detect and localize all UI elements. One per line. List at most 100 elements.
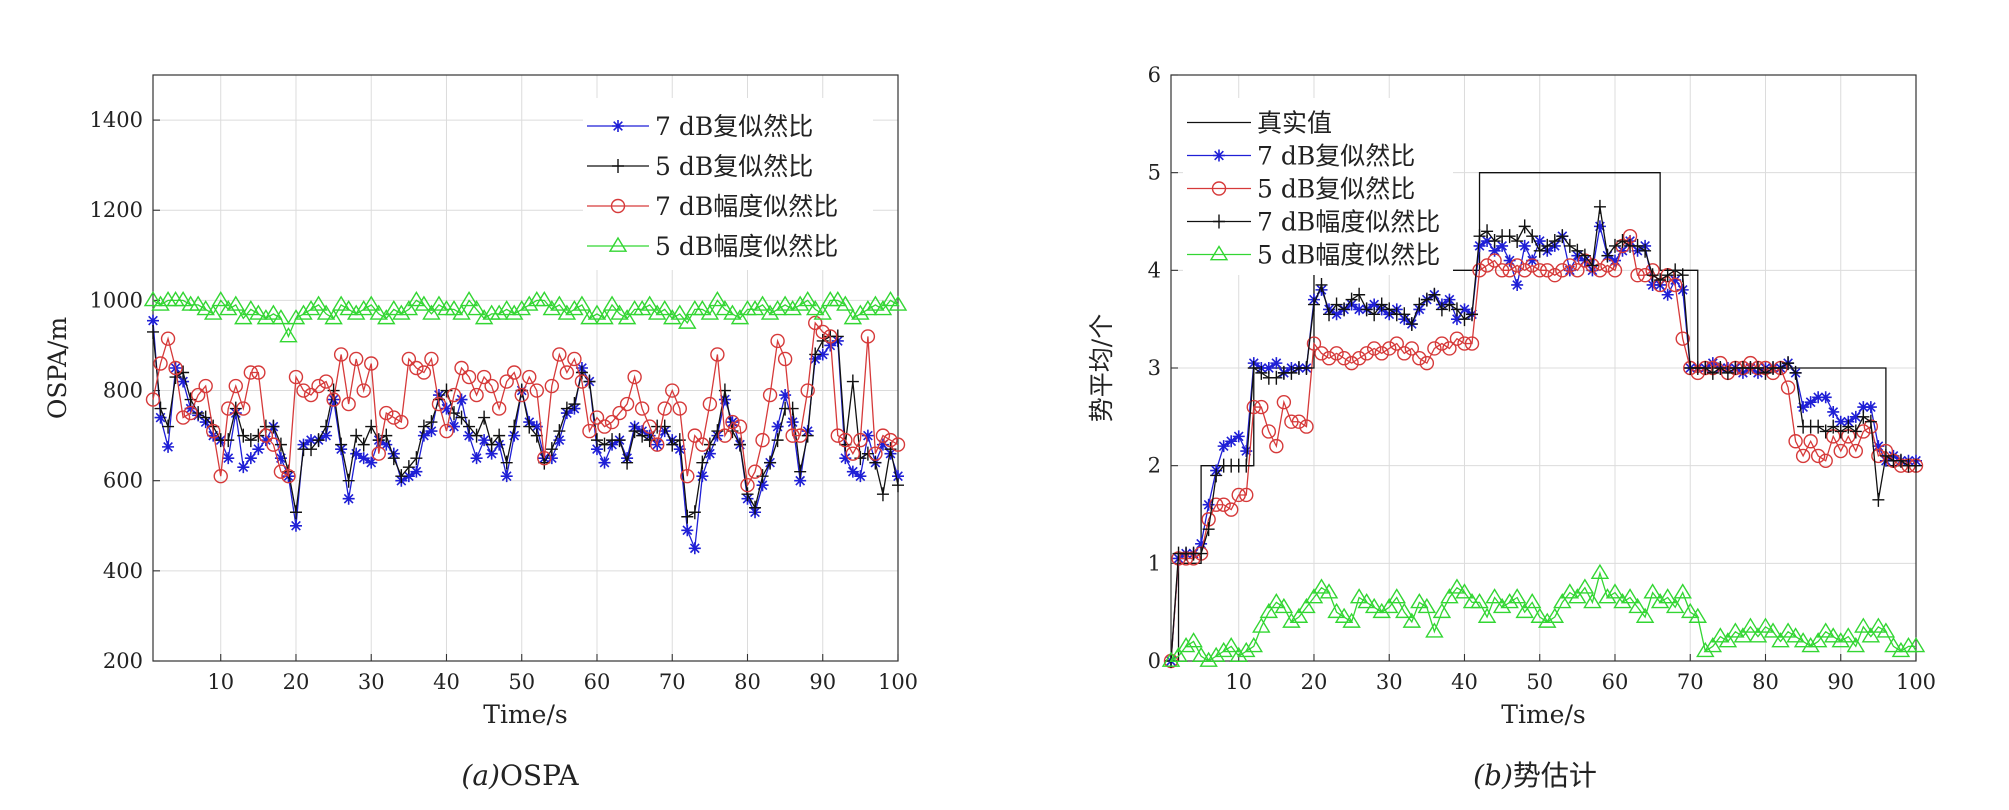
data-point: [884, 442, 897, 457]
data-point: [1518, 219, 1531, 234]
data-point: [1658, 588, 1677, 604]
data-point: [346, 304, 366, 320]
data-point: [1555, 263, 1570, 278]
data-point: [1884, 636, 1903, 653]
y-tick-label: 2: [1148, 454, 1161, 478]
data-point: [1548, 234, 1561, 249]
data-point: [1797, 401, 1810, 414]
data-point: [1240, 458, 1253, 473]
data-point: [1706, 357, 1719, 370]
data-point: [688, 505, 701, 520]
x-tick-label: 50: [1526, 670, 1553, 694]
series-3: [143, 291, 908, 343]
data-point: [177, 365, 190, 380]
data-point: [361, 295, 381, 311]
data-point: [1803, 434, 1818, 449]
data-point: [168, 360, 183, 376]
data-point: [1217, 440, 1230, 453]
data-point: [1526, 229, 1539, 244]
data-point: [771, 433, 784, 448]
data-point: [805, 300, 825, 316]
data-point: [251, 365, 266, 380]
data-point: [800, 383, 815, 398]
data-point: [662, 309, 682, 325]
x-tick-label: 80: [1752, 670, 1779, 694]
y-tick-label: 1000: [90, 288, 143, 312]
data-point: [320, 429, 333, 442]
data-point: [1239, 487, 1254, 503]
data-point: [1208, 497, 1224, 512]
data-point: [350, 428, 363, 443]
data-point: [1661, 268, 1674, 283]
data-point: [1191, 646, 1211, 663]
data-point: [241, 300, 261, 316]
data-point: [710, 347, 725, 362]
data-point: [846, 374, 859, 389]
data-point: [1353, 303, 1366, 316]
data-point: [1345, 292, 1358, 307]
data-point: [369, 304, 389, 320]
data-point: [1864, 414, 1877, 429]
data-point: [836, 295, 855, 311]
data-point: [211, 291, 230, 307]
data-point: [542, 300, 562, 316]
data-point: [289, 505, 302, 520]
data-point: [188, 295, 208, 311]
x-axis-label: Time/s: [483, 700, 567, 729]
data-point: [151, 295, 170, 311]
data-point: [1592, 263, 1608, 278]
y-tick-label: 800: [103, 379, 143, 403]
data-point: [545, 442, 558, 457]
data-point: [350, 447, 363, 460]
data-point: [589, 410, 605, 425]
legend-label: 5 dB幅度似然比: [655, 232, 838, 261]
data-point: [1833, 443, 1848, 459]
y-tick-label: 4: [1148, 258, 1161, 282]
data-point: [303, 387, 319, 403]
data-point: [700, 304, 720, 320]
data-point: [274, 437, 287, 452]
data-point: [395, 469, 408, 484]
data-point: [162, 419, 175, 434]
data-point: [1458, 303, 1471, 316]
data-point: [439, 423, 454, 439]
data-point: [1654, 273, 1667, 288]
data-point: [1530, 607, 1549, 623]
data-point: [786, 416, 799, 429]
data-point: [741, 487, 754, 502]
series-group: [143, 291, 908, 555]
data-point: [1169, 646, 1188, 663]
series-line: [1171, 172, 1916, 662]
y-axis-label: 势平均/个: [1087, 314, 1116, 422]
data-point: [1300, 361, 1313, 375]
data-point: [296, 383, 311, 398]
data-point: [604, 414, 620, 430]
y-tick-label: 3: [1148, 356, 1161, 380]
data-point: [288, 369, 304, 385]
data-point: [764, 455, 777, 470]
data-point: [753, 295, 772, 311]
y-axis-label: OSPA/m: [43, 317, 72, 420]
data-point: [557, 304, 577, 320]
data-point: [380, 438, 393, 451]
data-point: [1598, 588, 1617, 604]
data-point: [309, 295, 328, 311]
data-point: [1479, 258, 1495, 273]
data-point: [410, 465, 423, 478]
data-point: [1608, 238, 1621, 253]
data-point: [463, 429, 476, 442]
data-point: [597, 419, 612, 434]
data-point: [760, 304, 780, 320]
data-point: [1639, 243, 1652, 258]
data-point: [500, 470, 513, 483]
data-point: [1487, 253, 1502, 268]
data-point: [621, 455, 634, 470]
data-point: [169, 370, 182, 385]
data-point: [1470, 593, 1489, 609]
data-point: [271, 309, 291, 325]
data-point: [590, 443, 603, 456]
data-point: [1285, 365, 1298, 380]
data-point: [493, 428, 506, 443]
data-point: [771, 420, 784, 433]
data-point: [1503, 229, 1516, 244]
